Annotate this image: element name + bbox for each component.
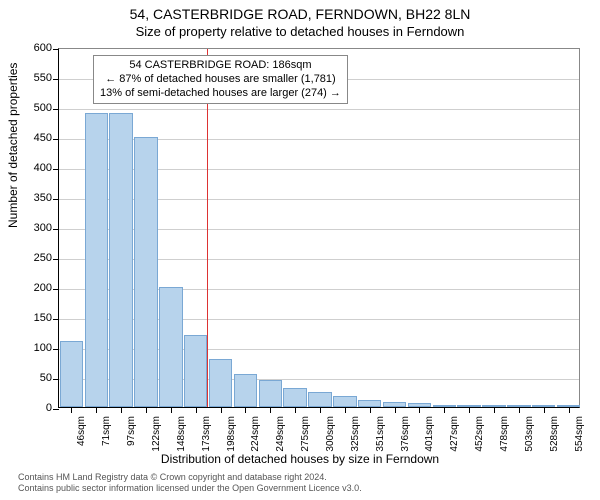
y-tick [53, 259, 59, 260]
y-tick-label: 400 [12, 162, 52, 174]
y-tick [53, 379, 59, 380]
x-tick-label: 401sqm [424, 416, 435, 452]
x-tick [171, 407, 172, 413]
y-tick-label: 50 [12, 372, 52, 384]
histogram-bar [308, 392, 331, 407]
histogram-bar [333, 396, 356, 407]
histogram-bar [209, 359, 232, 407]
x-tick [469, 407, 470, 413]
y-tick-label: 0 [12, 402, 52, 414]
histogram-bar [60, 341, 83, 407]
histogram-bar [85, 113, 108, 407]
histogram-bar [184, 335, 207, 407]
histogram-bar [234, 374, 257, 407]
annotation-line2: ← 87% of detached houses are smaller (1,… [100, 73, 341, 87]
chart-subtitle: Size of property relative to detached ho… [0, 24, 600, 39]
x-tick-label: 148sqm [176, 416, 187, 452]
x-tick [320, 407, 321, 413]
x-tick [519, 407, 520, 413]
x-tick [370, 407, 371, 413]
y-tick [53, 289, 59, 290]
x-tick [569, 407, 570, 413]
y-tick-label: 500 [12, 102, 52, 114]
x-tick-label: 198sqm [226, 416, 237, 452]
x-tick-label: 528sqm [549, 416, 560, 452]
y-tick [53, 319, 59, 320]
x-tick-label: 71sqm [101, 416, 112, 452]
x-tick [494, 407, 495, 413]
y-tick-label: 300 [12, 222, 52, 234]
x-tick [121, 407, 122, 413]
x-tick-label: 452sqm [474, 416, 485, 452]
histogram-bar [358, 400, 381, 407]
y-tick-label: 550 [12, 72, 52, 84]
y-tick-label: 250 [12, 252, 52, 264]
gridline [59, 109, 579, 110]
y-tick [53, 349, 59, 350]
y-tick-label: 150 [12, 312, 52, 324]
x-tick [444, 407, 445, 413]
footer-line1: Contains HM Land Registry data © Crown c… [18, 472, 362, 483]
x-tick [395, 407, 396, 413]
x-axis-title: Distribution of detached houses by size … [0, 452, 600, 466]
y-tick [53, 79, 59, 80]
y-tick [53, 109, 59, 110]
x-tick [419, 407, 420, 413]
x-tick [345, 407, 346, 413]
histogram-bar [283, 388, 306, 407]
x-tick-label: 376sqm [400, 416, 411, 452]
y-tick-label: 200 [12, 282, 52, 294]
x-tick-label: 300sqm [325, 416, 336, 452]
y-tick [53, 199, 59, 200]
x-tick [245, 407, 246, 413]
x-tick-label: 173sqm [201, 416, 212, 452]
x-tick [196, 407, 197, 413]
y-tick-label: 100 [12, 342, 52, 354]
chart-container: 54, CASTERBRIDGE ROAD, FERNDOWN, BH22 8L… [0, 0, 600, 500]
x-tick [544, 407, 545, 413]
x-tick-label: 97sqm [126, 416, 137, 452]
x-tick [71, 407, 72, 413]
histogram-bar [259, 380, 282, 407]
histogram-bar [134, 137, 157, 407]
x-tick-label: 503sqm [524, 416, 535, 452]
x-tick-label: 46sqm [76, 416, 87, 452]
x-tick [295, 407, 296, 413]
x-tick [221, 407, 222, 413]
x-tick [270, 407, 271, 413]
y-tick [53, 169, 59, 170]
y-tick [53, 49, 59, 50]
annotation-box: 54 CASTERBRIDGE ROAD: 186sqm ← 87% of de… [93, 55, 348, 104]
x-tick-label: 275sqm [300, 416, 311, 452]
x-tick [146, 407, 147, 413]
x-tick-label: 478sqm [499, 416, 510, 452]
x-tick-label: 249sqm [275, 416, 286, 452]
annotation-line3: 13% of semi-detached houses are larger (… [100, 87, 341, 101]
histogram-bar [159, 287, 182, 407]
x-tick-label: 554sqm [574, 416, 585, 452]
x-tick [96, 407, 97, 413]
annotation-line1: 54 CASTERBRIDGE ROAD: 186sqm [100, 59, 341, 73]
y-tick-label: 350 [12, 192, 52, 204]
x-tick-label: 427sqm [449, 416, 460, 452]
y-tick-label: 450 [12, 132, 52, 144]
footer-attribution: Contains HM Land Registry data © Crown c… [18, 472, 362, 495]
y-tick [53, 409, 59, 410]
y-tick-label: 600 [12, 42, 52, 54]
plot-area: 54 CASTERBRIDGE ROAD: 186sqm ← 87% of de… [58, 48, 580, 408]
x-tick-label: 122sqm [151, 416, 162, 452]
footer-line2: Contains public sector information licen… [18, 483, 362, 494]
chart-address-title: 54, CASTERBRIDGE ROAD, FERNDOWN, BH22 8L… [0, 6, 600, 22]
y-tick [53, 229, 59, 230]
y-tick [53, 139, 59, 140]
histogram-bar [109, 113, 132, 407]
x-tick-label: 224sqm [250, 416, 261, 452]
x-tick-label: 325sqm [350, 416, 361, 452]
x-tick-label: 351sqm [375, 416, 386, 452]
